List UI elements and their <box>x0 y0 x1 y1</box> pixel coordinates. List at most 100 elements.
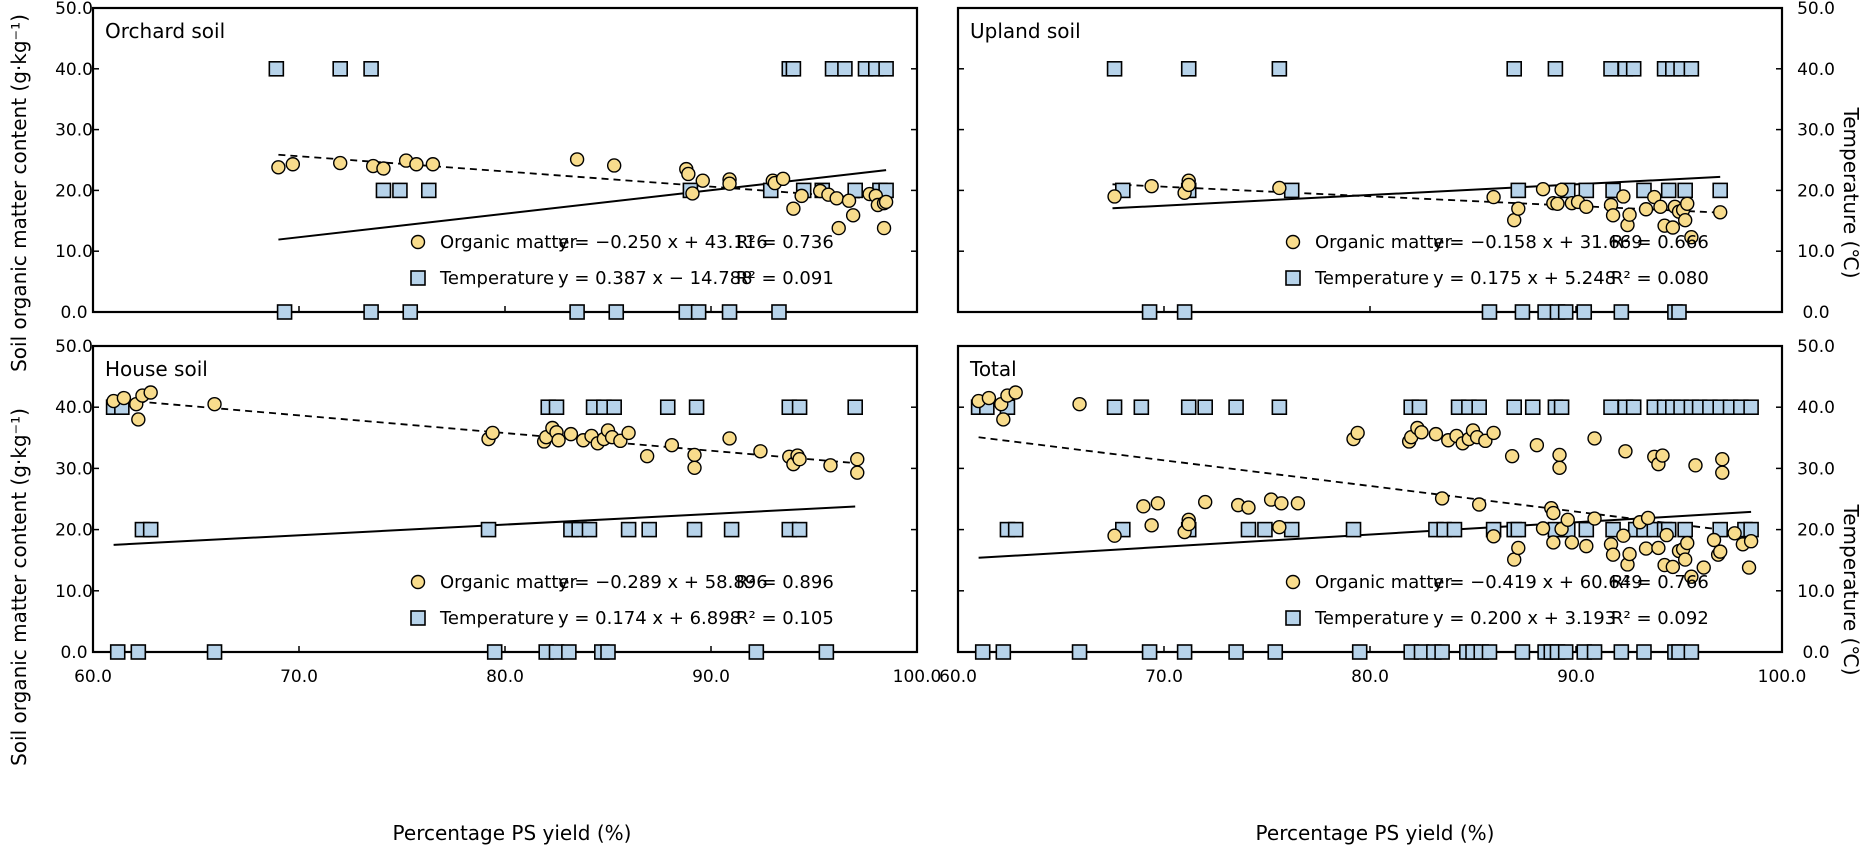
organic-matter-point <box>1651 540 1666 556</box>
temperature-point <box>1283 182 1300 199</box>
organic-matter-point <box>1434 491 1450 506</box>
organic-matter-point <box>1529 437 1545 453</box>
organic-matter-point <box>878 194 894 210</box>
temperature-point <box>402 304 419 320</box>
organic-matter-point <box>1008 385 1023 400</box>
organic-matter-point <box>1181 516 1196 532</box>
temperature-point <box>1547 60 1564 77</box>
legend-equation: y = −0.250 x + 43.116 <box>558 232 768 253</box>
organic-matter-point <box>1616 528 1631 543</box>
organic-matter-point <box>485 425 500 441</box>
organic-matter-point <box>1107 528 1122 543</box>
organic-matter-point <box>376 161 391 176</box>
legend-organic-matter-label: Organic matter <box>1315 572 1452 593</box>
legend-equation: y = −0.158 x + 31.669 <box>1433 232 1643 253</box>
temperature-point <box>1677 521 1693 538</box>
temperature-point <box>974 644 991 660</box>
organic-matter-point <box>1560 512 1575 528</box>
legend-equation: y = −0.289 x + 58.896 <box>558 572 768 593</box>
organic-matter-point <box>1653 199 1668 215</box>
organic-matter-point <box>1136 499 1151 514</box>
x-tick-label: 80.0 <box>486 667 524 687</box>
organic-matter-point <box>1579 199 1594 215</box>
temperature-point <box>686 521 703 538</box>
organic-matter-point <box>775 171 791 187</box>
temperature-point <box>1553 399 1570 416</box>
organic-matter-point <box>1605 547 1621 562</box>
temperature-point <box>1257 521 1273 538</box>
temperature-point <box>1578 521 1595 538</box>
organic-matter-point <box>1471 497 1487 512</box>
temperature-point <box>791 399 808 416</box>
temperature-point <box>1446 521 1463 538</box>
temperature-point <box>1434 644 1450 660</box>
organic-matter-point <box>1696 560 1711 575</box>
temperature-point <box>1510 521 1527 538</box>
organic-matter-point <box>792 452 807 467</box>
temperature-point <box>420 182 437 199</box>
temperature-point <box>1471 399 1487 416</box>
temperature-point <box>1176 304 1193 320</box>
temperature-point <box>142 521 159 538</box>
temperature-point <box>548 399 565 416</box>
y2-tick-label: 30.0 <box>1797 459 1835 479</box>
y-tick-label: 40.0 <box>55 60 93 80</box>
temperature-point <box>1576 304 1593 320</box>
organic-matter-point <box>1715 452 1730 467</box>
panel-title: Upland soil <box>970 19 1081 43</box>
organic-matter-point <box>551 433 566 448</box>
organic-matter-point <box>996 412 1011 427</box>
temperature-point <box>1240 521 1257 538</box>
y-tick-label: 30.0 <box>55 459 93 479</box>
organic-matter-fit-line <box>1112 183 1721 214</box>
organic-matter-point <box>1712 205 1728 220</box>
organic-matter-point <box>285 157 301 172</box>
legend-equation: y = −0.419 x + 60.649 <box>1433 572 1643 593</box>
temperature-point <box>771 304 787 320</box>
legend-organic-matter-marker <box>1285 574 1301 590</box>
legend-r2: R² = 0.080 <box>1611 268 1709 289</box>
temperature-point <box>1510 182 1527 199</box>
temperature-point <box>1712 182 1728 199</box>
temperature-point <box>332 60 349 77</box>
temperature-point <box>1586 644 1603 660</box>
temperature-point <box>375 182 392 199</box>
legend-r2: R² = 0.105 <box>736 608 834 629</box>
legend-organic-matter-marker <box>410 574 426 590</box>
temperature-point <box>1506 60 1522 77</box>
organic-matter-point <box>1622 207 1637 222</box>
organic-matter-point <box>1144 518 1159 533</box>
legend-r2: R² = 0.766 <box>1611 572 1709 593</box>
y2-tick-label: 0.0 <box>1802 303 1829 323</box>
organic-matter-point <box>569 152 585 167</box>
temperature-point <box>606 399 622 416</box>
organic-matter-point <box>1552 447 1567 463</box>
y-tick-label: 20.0 <box>55 521 93 541</box>
temperature-point <box>130 644 147 660</box>
temperature-point <box>1271 399 1288 416</box>
temperature-point <box>1557 304 1574 320</box>
legend-r2: R² = 0.896 <box>736 572 834 593</box>
temperature-point <box>1106 399 1123 416</box>
organic-matter-point <box>1272 519 1287 535</box>
temperature-point <box>1514 644 1531 660</box>
organic-matter-point <box>1688 458 1703 473</box>
organic-matter-fit-line <box>113 398 856 465</box>
temperature-point <box>600 644 616 660</box>
y-tick-label: 30.0 <box>55 121 93 141</box>
temperature-point <box>1743 399 1759 416</box>
temperature-point <box>1683 644 1700 660</box>
temperature-point <box>1228 644 1244 660</box>
organic-matter-point <box>722 176 737 191</box>
y-tick-label: 50.0 <box>55 0 93 19</box>
legend-organic-matter-label: Organic matter <box>1315 232 1452 253</box>
temperature-point <box>1180 399 1197 416</box>
organic-matter-point <box>1554 182 1569 197</box>
organic-matter-point <box>606 158 622 173</box>
organic-matter-point <box>1504 448 1520 464</box>
y-tick-label: 0.0 <box>60 643 87 663</box>
organic-matter-point <box>143 385 158 400</box>
temperature-point <box>1603 60 1619 77</box>
organic-matter-point <box>1511 540 1526 556</box>
temperature-point <box>1071 644 1088 660</box>
